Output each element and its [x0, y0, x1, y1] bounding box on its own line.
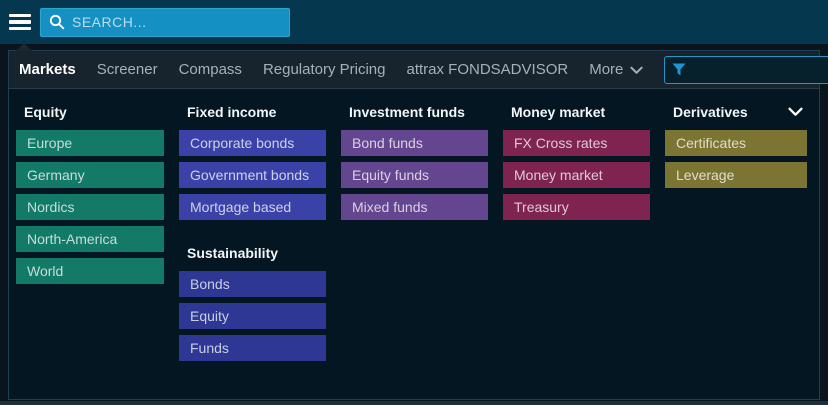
- menu-column-investment-funds: Investment funds Bond funds Equity funds Mi…: [341, 103, 488, 367]
- more-label: More: [589, 61, 624, 78]
- menu-item-bonds[interactable]: Bonds: [179, 271, 326, 297]
- hamburger-icon: [9, 13, 31, 17]
- menu-tab-bar: Markets Screener Compass Regulatory Pricing…: [9, 51, 828, 89]
- menu-section-investment-funds: Investment funds Bond funds Equity funds Mi…: [341, 103, 488, 226]
- nav-items-container: Markets Screener Compass Regulatory Pricing…: [19, 61, 568, 78]
- section-title-label: Fixed income: [187, 104, 277, 120]
- hamburger-menu-button[interactable]: [9, 13, 31, 31]
- section-title-label: Derivatives: [673, 104, 748, 120]
- global-search-box[interactable]: [40, 7, 290, 37]
- menu-section-money-market: Money market FX Cross rates Money market Tr…: [503, 103, 650, 226]
- chevron-down-icon: [630, 64, 644, 75]
- chevron-down-icon[interactable]: [788, 107, 803, 117]
- section-title-label: Sustainability: [187, 245, 279, 261]
- menu-item-mixed-funds[interactable]: Mixed funds: [341, 194, 488, 220]
- menu-item-certificates[interactable]: Certificates: [665, 130, 807, 156]
- markets-mega-menu-panel: Markets Screener Compass Regulatory Pricing…: [8, 43, 828, 400]
- menu-item-fx-cross-rates[interactable]: FX Cross rates: [503, 130, 650, 156]
- menu-item-leverage[interactable]: Leverage: [665, 162, 807, 188]
- menu-item-nordics[interactable]: Nordics: [16, 194, 164, 220]
- menu-item-corporate-bonds[interactable]: Corporate bonds: [179, 130, 326, 156]
- top-bar: [0, 0, 828, 44]
- menu-section-title: Fixed income: [187, 103, 322, 121]
- menu-item-equity[interactable]: Equity: [179, 303, 326, 329]
- menu-section-title: Equity: [24, 103, 160, 121]
- menu-section-equity: Equity Europe Germany Nordics North-America W…: [16, 103, 164, 290]
- filter-box[interactable]: [664, 55, 828, 84]
- menu-item-mortgage-based[interactable]: Mortgage based: [179, 194, 326, 220]
- mega-menu-grid: Equity Europe Germany Nordics North-America W…: [9, 89, 819, 367]
- menu-item-government-bonds[interactable]: Government bonds: [179, 162, 326, 188]
- search-icon: [49, 14, 65, 30]
- menu-pointer-arrow: [16, 43, 32, 51]
- menu-section-title: Money market: [511, 103, 646, 121]
- search-input[interactable]: [72, 14, 281, 30]
- menu-section-title: Sustainability: [187, 244, 322, 262]
- section-title-label: Equity: [24, 104, 67, 120]
- menu-section-title: Investment funds: [349, 103, 484, 121]
- more-menu-button[interactable]: More: [589, 61, 644, 78]
- nav-item-screener[interactable]: Screener: [96, 61, 158, 78]
- menu-column-money-market: Money market FX Cross rates Money market Tr…: [503, 103, 650, 367]
- menu-section-fixed-income: Fixed income Corporate bonds Government bo…: [179, 103, 326, 226]
- menu-column-fixed-income: Fixed income Corporate bonds Government bo…: [179, 103, 326, 367]
- page-bottom-edge: [0, 401, 828, 405]
- menu-column-derivatives: Derivatives Certificates Leverage: [665, 103, 807, 367]
- nav-item-attrax-fondsadvisor[interactable]: attrax FONDSADVISOR: [406, 61, 569, 78]
- nav-item-compass[interactable]: Compass: [178, 61, 242, 78]
- section-title-label: Investment funds: [349, 104, 465, 120]
- section-title-label: Money market: [511, 104, 606, 120]
- menu-item-equity-funds[interactable]: Equity funds: [341, 162, 488, 188]
- nav-item-markets[interactable]: Markets: [19, 61, 76, 78]
- menu-item-money-market[interactable]: Money market: [503, 162, 650, 188]
- nav-item-regulatory-pricing[interactable]: Regulatory Pricing: [262, 61, 386, 78]
- menu-item-funds[interactable]: Funds: [179, 335, 326, 361]
- menu-item-europe[interactable]: Europe: [16, 130, 164, 156]
- menu-item-north-america[interactable]: North-America: [16, 226, 164, 252]
- menu-item-world[interactable]: World: [16, 258, 164, 284]
- filter-funnel-icon: [672, 63, 686, 76]
- menu-column-equity: Equity Europe Germany Nordics North-America W…: [16, 103, 164, 367]
- menu-section-derivatives: Derivatives Certificates Leverage: [665, 103, 807, 194]
- menu-item-treasury[interactable]: Treasury: [503, 194, 650, 220]
- menu-section-title: Derivatives: [673, 103, 803, 121]
- menu-item-germany[interactable]: Germany: [16, 162, 164, 188]
- menu-item-bond-funds[interactable]: Bond funds: [341, 130, 488, 156]
- filter-input[interactable]: [692, 62, 828, 77]
- menu-section-sustainability: Sustainability Bonds Equity Funds: [179, 244, 326, 367]
